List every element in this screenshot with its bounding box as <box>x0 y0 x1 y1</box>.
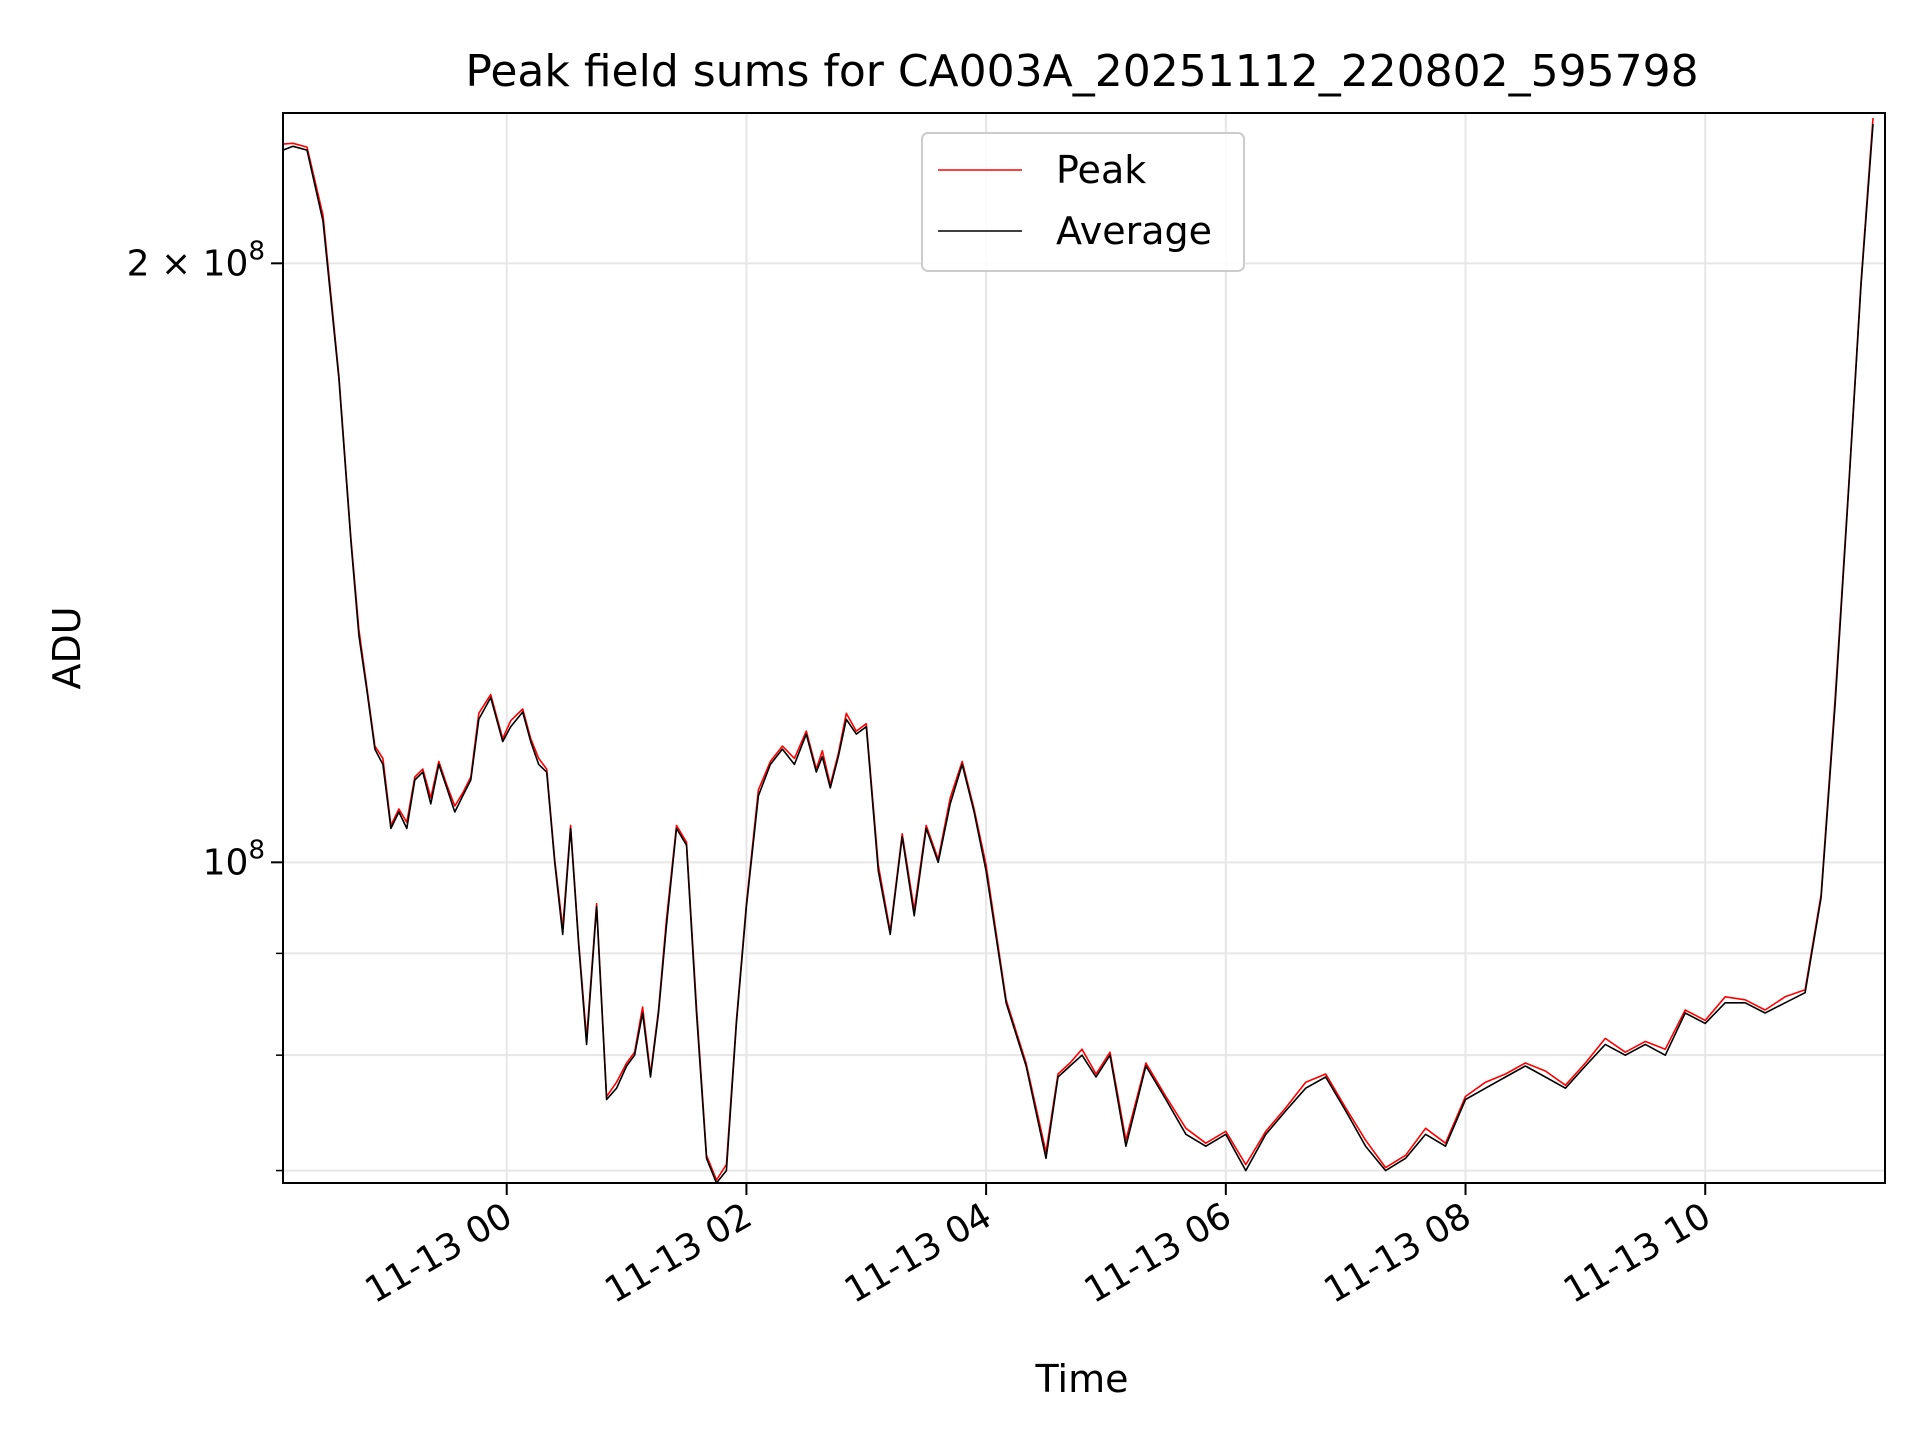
legend: Peak Average <box>921 132 1245 272</box>
legend-label-average: Average <box>1056 209 1212 253</box>
y-tick-exp: 8 <box>248 236 265 266</box>
y-tick-coef: 2 × <box>127 243 203 284</box>
y-axis-label: ADU <box>45 606 89 689</box>
legend-box <box>921 132 1245 272</box>
y-tick-base: 10 <box>203 842 249 883</box>
y-tick-exp: 8 <box>248 835 265 865</box>
grid <box>283 113 1885 1183</box>
legend-label-peak: Peak <box>1056 148 1146 192</box>
plot-frame <box>282 112 1886 1184</box>
series-average <box>283 117 1874 1183</box>
y-tick-label: 108 <box>203 835 265 883</box>
y-tick-base: 10 <box>203 243 249 284</box>
y-tick-label: 2 × 108 <box>127 236 265 284</box>
x-axis-label: Time <box>1035 1357 1129 1401</box>
chart-title: Peak field sums for CA003A_20251112_2208… <box>465 46 1698 97</box>
series-average-line <box>283 123 1874 1183</box>
